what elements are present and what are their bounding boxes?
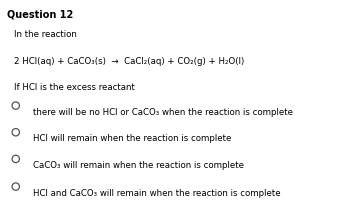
Text: Question 12: Question 12 <box>7 9 73 19</box>
Text: CaCO₃ will remain when the reaction is complete: CaCO₃ will remain when the reaction is c… <box>33 160 244 169</box>
Text: If HCl is the excess reactant: If HCl is the excess reactant <box>14 83 135 92</box>
Text: In the reaction: In the reaction <box>14 30 77 39</box>
Text: HCl and CaCO₃ will remain when the reaction is complete: HCl and CaCO₃ will remain when the react… <box>33 188 281 197</box>
Text: HCl will remain when the reaction is complete: HCl will remain when the reaction is com… <box>33 134 232 143</box>
Text: 2 HCl(aq) + CaCO₃(s)  →  CaCl₂(aq) + CO₂(g) + H₂O(l): 2 HCl(aq) + CaCO₃(s) → CaCl₂(aq) + CO₂(g… <box>14 57 244 66</box>
Text: there will be no HCl or CaCO₃ when the reaction is complete: there will be no HCl or CaCO₃ when the r… <box>33 107 293 116</box>
